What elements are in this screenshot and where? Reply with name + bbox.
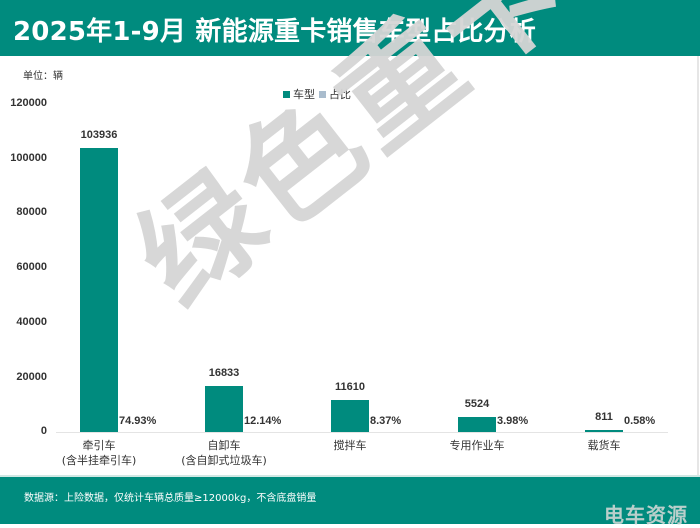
category-label: 自卸车 (含自卸式垃圾车) [159,438,289,468]
y-tick: 60000 [16,261,47,273]
share-percent-label: 74.93% [119,415,157,427]
category-label-line1: 载货车 [587,439,621,452]
category-label-line1: 牵引车 [82,439,116,452]
y-tick: 120000 [10,97,47,109]
category-label-line1: 搅拌车 [333,439,367,452]
bar [585,430,623,432]
bar [80,148,118,432]
category-label: 载货车 [539,438,669,453]
y-tick: 80000 [16,206,47,218]
share-percent-label: 3.98% [497,415,529,427]
share-percent-label: 12.14% [244,415,282,427]
category-label: 牵引车 (含半挂牵引车) [34,438,164,468]
bar-value-label: 103936 [80,129,118,141]
brand-logo: 电车资源 [604,503,688,527]
category-label-line2: (含自卸式垃圾车) [181,454,267,467]
y-tick: 20000 [16,371,47,383]
legend-swatch-icon [319,90,326,98]
y-tick: 0 [40,425,47,437]
legend-item-count: 车型 [283,86,315,102]
share-percent-label: 8.37% [370,415,402,427]
legend: 车型 占比 [283,86,355,102]
category-label: 专用作业车 [412,438,542,453]
legend-swatch-icon [283,90,290,98]
right-border [697,56,699,476]
y-tick: 100000 [10,152,47,164]
category-label-line1: 专用作业车 [449,439,505,452]
category-label: 搅拌车 [285,438,415,453]
legend-label: 占比 [329,88,351,101]
bar [458,417,496,432]
y-tick: 40000 [16,316,47,328]
title-banner: 2025年1-9月 新能源重卡销售车型占比分析 [0,0,700,58]
bar [205,386,243,432]
bar-value-label: 811 [595,411,613,423]
share-percent-label: 0.58% [624,415,656,427]
data-source-note: 数据源：上险数据，仅统计车辆总质量≥12000kg，不含底盘销量 [24,493,317,504]
category-label-line1: 自卸车 [207,439,241,452]
bar [331,400,369,432]
bar-value-label: 5524 [464,398,490,410]
bar-value-label: 11610 [335,381,365,393]
x-axis-line [56,432,668,433]
legend-label: 车型 [293,88,315,101]
legend-item-share: 占比 [319,86,351,102]
footer-banner: 数据源：上险数据，仅统计车辆总质量≥12000kg，不含底盘销量 电车资源 [0,475,700,527]
unit-label: 单位：辆 [23,71,63,82]
category-label-line2: (含半挂牵引车) [61,454,137,467]
chart-title: 2025年1-9月 新能源重卡销售车型占比分析 [13,17,536,47]
bar-value-label: 16833 [208,367,240,379]
